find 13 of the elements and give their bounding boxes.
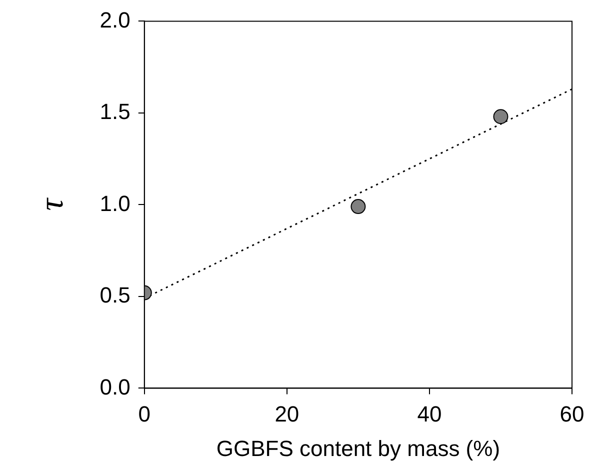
x-tick-label: 0 — [138, 401, 151, 426]
x-axis-title: GGBFS content by mass (%) — [216, 436, 500, 461]
y-axis-title: τ — [33, 196, 70, 211]
y-tick-label: 0.5 — [100, 282, 130, 308]
y-tick-label: 1.5 — [100, 99, 130, 124]
x-tick-label: 40 — [417, 401, 442, 426]
point — [350, 199, 366, 214]
y-tick-label: 0.0 — [100, 374, 130, 400]
y-tick-label: 1.0 — [100, 190, 130, 216]
x-tick-label: 20 — [274, 401, 300, 426]
x-tick-label: 60 — [560, 401, 584, 426]
point — [493, 109, 508, 124]
y-tick-label: 2.0 — [100, 7, 130, 32]
